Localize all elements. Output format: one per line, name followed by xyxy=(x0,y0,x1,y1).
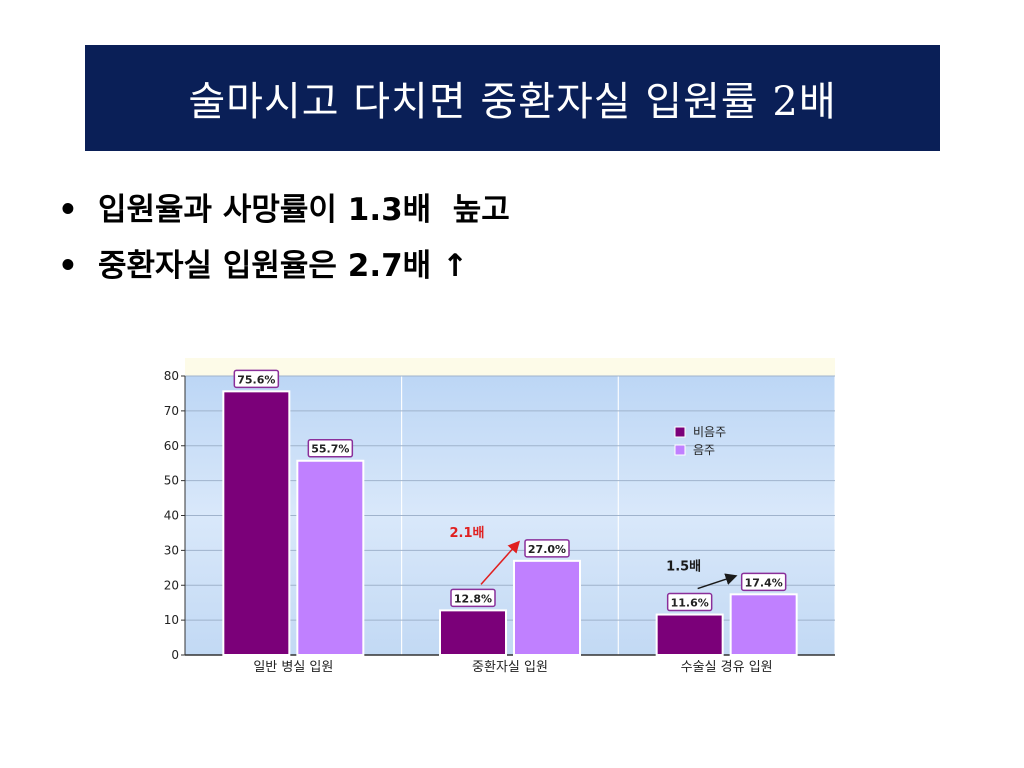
data-label: 75.6% xyxy=(237,373,275,386)
x-tick-label: 일반 병실 입원 xyxy=(253,660,333,675)
legend-label: 비음주 xyxy=(693,425,726,439)
annotation-arrow xyxy=(697,573,738,590)
y-tick-label: 80 xyxy=(164,369,179,383)
data-label-box xyxy=(307,438,354,458)
annotation-label: 1.5배 xyxy=(666,558,701,574)
chart-svg: 0 10 20 30 40 50 60 70 80 75.6% 55.7% 일반 병실 입원 12.8… xyxy=(164,358,836,675)
y-tick-label: 60 xyxy=(164,439,179,453)
y-tick-label: 50 xyxy=(164,474,179,488)
bar xyxy=(655,613,724,657)
data-label: 27.0% xyxy=(528,543,566,556)
data-label: 17.4% xyxy=(745,576,783,589)
bar xyxy=(729,593,798,657)
bullet-text: 입원율과 사망률이 1.3배 높고 xyxy=(98,192,510,228)
data-label-box xyxy=(524,539,570,558)
data-label: 12.8% xyxy=(454,592,492,605)
data-label-box xyxy=(740,572,787,592)
data-label-box xyxy=(666,592,713,612)
y-tick-label: 70 xyxy=(164,404,179,418)
title-banner: 술마시고 다치면 중환자실 입원률 2배 xyxy=(85,45,940,151)
y-tick-label: 0 xyxy=(171,648,179,662)
bar xyxy=(439,609,507,656)
y-tick-label: 10 xyxy=(164,613,179,627)
bullet-item: • 입원율과 사망률이 1.3배 높고 xyxy=(58,182,510,238)
slide-title: 술마시고 다치면 중환자실 입원률 2배 xyxy=(188,79,837,125)
bar xyxy=(222,390,291,656)
legend-swatch xyxy=(674,444,686,456)
bullet-dot-icon: • xyxy=(58,192,78,228)
bullet-dot-icon: • xyxy=(58,248,78,284)
legend-label: 음주 xyxy=(693,443,715,457)
data-label-box xyxy=(233,369,280,389)
data-label-box xyxy=(450,588,496,608)
data-label: 55.7% xyxy=(311,443,349,456)
bar xyxy=(513,559,581,656)
y-tick-label: 30 xyxy=(164,543,179,557)
bullet-text: 중환자실 입원율은 2.7배 ↑ xyxy=(98,248,468,284)
y-tick-label: 40 xyxy=(164,509,179,523)
annotation-label: 2.1배 xyxy=(450,525,485,541)
bar-chart: 0 10 20 30 40 50 60 70 80 75.6% 55.7% 일반 병실 입원 12.8… xyxy=(155,358,845,678)
annotation-arrow xyxy=(480,540,520,585)
chart-top-strip xyxy=(185,358,835,376)
x-tick-label: 중환자실 입원 xyxy=(472,660,548,675)
data-label: 11.6% xyxy=(671,597,709,610)
bullet-list: • 입원율과 사망률이 1.3배 높고 • 중환자실 입원율은 2.7배 ↑ xyxy=(58,182,510,294)
y-tick-label: 20 xyxy=(164,578,179,592)
x-tick-label: 수술실 경유 입원 xyxy=(681,660,773,675)
legend-swatch xyxy=(674,426,686,438)
bar xyxy=(296,459,365,656)
bullet-item: • 중환자실 입원율은 2.7배 ↑ xyxy=(58,238,510,294)
